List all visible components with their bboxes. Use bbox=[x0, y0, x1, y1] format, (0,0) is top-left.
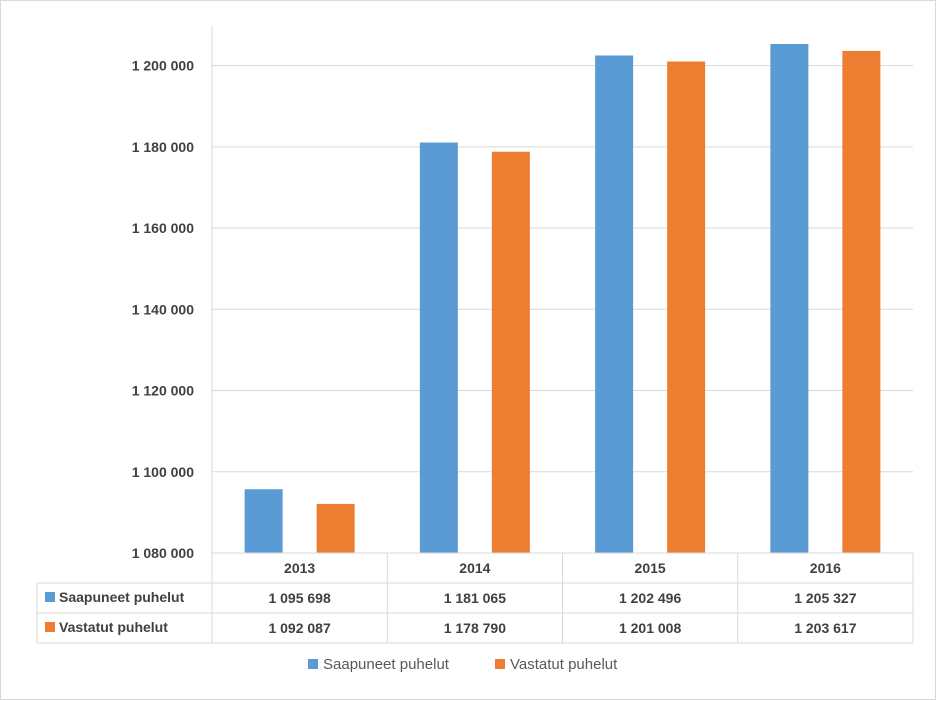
category-label: 2015 bbox=[635, 560, 666, 576]
table-row-label: Vastatut puhelut bbox=[59, 619, 168, 635]
bar-vastatut-2014 bbox=[491, 151, 530, 553]
y-tick-label: 1 080 000 bbox=[132, 545, 194, 561]
y-tick-label: 1 200 000 bbox=[132, 58, 194, 74]
table-row-label: Saapuneet puhelut bbox=[59, 589, 185, 605]
bar-vastatut-2016 bbox=[842, 50, 881, 553]
category-label: 2014 bbox=[459, 560, 490, 576]
legend-swatch-saapuneet bbox=[308, 659, 318, 669]
category-label: 2016 bbox=[810, 560, 841, 576]
data-label: 1 201 008 bbox=[619, 620, 681, 636]
bar-saapuneet-2016 bbox=[770, 43, 809, 554]
data-label: 1 092 087 bbox=[268, 620, 330, 636]
legend-label: Vastatut puhelut bbox=[510, 656, 618, 673]
y-tick-label: 1 180 000 bbox=[132, 139, 194, 155]
legend-key-vastatut bbox=[45, 622, 55, 632]
bar-vastatut-2015 bbox=[667, 61, 706, 553]
y-tick-label: 1 140 000 bbox=[132, 301, 194, 317]
legend-key-saapuneet bbox=[45, 592, 55, 602]
bar-vastatut-2013 bbox=[316, 503, 355, 553]
category-label: 2013 bbox=[284, 560, 315, 576]
data-label: 1 202 496 bbox=[619, 590, 681, 606]
data-label: 1 203 617 bbox=[794, 620, 856, 636]
data-label: 1 181 065 bbox=[444, 590, 506, 606]
legend-label: Saapuneet puhelut bbox=[323, 656, 450, 673]
y-tick-label: 1 100 000 bbox=[132, 464, 194, 480]
bar-saapuneet-2014 bbox=[419, 142, 458, 553]
data-label: 1 178 790 bbox=[444, 620, 506, 636]
bar-saapuneet-2013 bbox=[244, 489, 283, 553]
y-tick-label: 1 160 000 bbox=[132, 220, 194, 236]
legend-swatch-vastatut bbox=[495, 659, 505, 669]
y-tick-label: 1 120 000 bbox=[132, 383, 194, 399]
bar-saapuneet-2015 bbox=[595, 55, 634, 553]
data-label: 1 205 327 bbox=[794, 590, 856, 606]
data-label: 1 095 698 bbox=[268, 590, 330, 606]
